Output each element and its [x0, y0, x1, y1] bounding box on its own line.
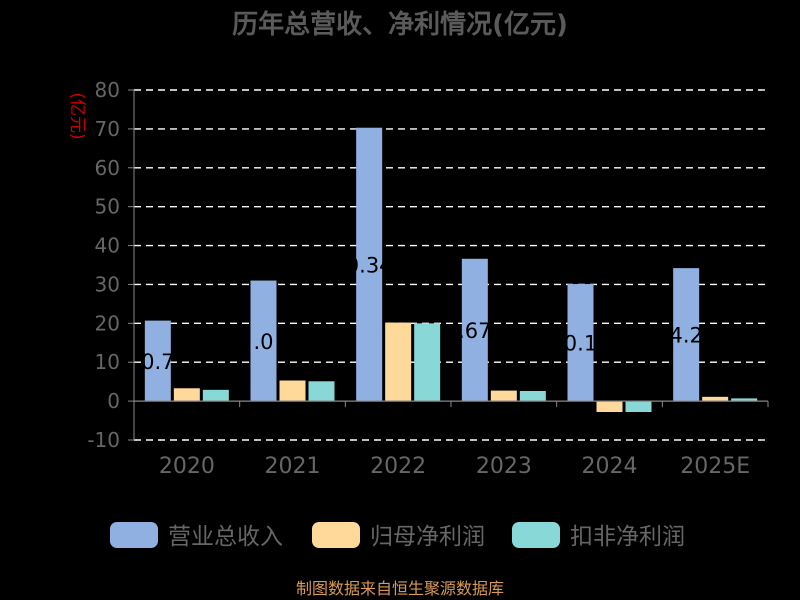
- bar-data-label: .0: [253, 330, 273, 354]
- x-tick-label: 2021: [265, 454, 321, 479]
- x-tick-label: 2022: [370, 454, 426, 479]
- x-tick-label: 2023: [476, 454, 532, 479]
- bar: [279, 380, 306, 402]
- source-note: 制图数据来自恒生聚源数据库: [296, 579, 504, 598]
- y-tick-label: 20: [95, 311, 120, 335]
- y-tick-label: 30: [95, 272, 120, 296]
- bar: [461, 258, 488, 402]
- x-axis: 2020 2021 2022 2023 2024 2025E: [133, 400, 769, 479]
- x-tick-label: 2024: [582, 454, 638, 479]
- bar: [202, 389, 229, 402]
- legend-label: 扣非净利润: [570, 524, 685, 550]
- bar-data-label: 0.34: [346, 253, 393, 277]
- bar: [356, 127, 383, 402]
- bar: [144, 320, 171, 402]
- y-tick-label: 50: [95, 195, 120, 219]
- bar-data-label: 0.7: [141, 350, 174, 374]
- legend-swatch: [512, 522, 560, 548]
- bar-data-label: 0.1: [564, 332, 597, 356]
- y-tick-label: 10: [95, 350, 120, 374]
- bar: [414, 323, 441, 402]
- bar: [625, 401, 652, 412]
- legend-item[interactable]: 扣非净利润: [512, 522, 685, 550]
- bar: [250, 280, 277, 402]
- legend-swatch: [312, 522, 360, 548]
- bar: [308, 381, 335, 402]
- y-tick-label: 60: [95, 156, 120, 180]
- bar-data-label: .67: [458, 319, 491, 343]
- bar-data-label: 4.2: [669, 324, 702, 348]
- legend-label: 归母净利润: [370, 524, 485, 550]
- bar: [385, 322, 412, 402]
- legend-swatch: [110, 522, 158, 548]
- grid-lines: [134, 89, 768, 441]
- legend: 营业总收入 归母净利润 扣非净利润: [110, 522, 685, 550]
- x-tick-label: 2020: [159, 454, 215, 479]
- bar: [519, 391, 546, 402]
- y-tick-label: 0: [107, 389, 120, 413]
- bar: [567, 284, 594, 402]
- legend-label: 营业总收入: [168, 524, 283, 550]
- bar: [173, 388, 200, 402]
- y-tick-label: 40: [95, 234, 120, 258]
- y-tick-label: 70: [95, 117, 120, 141]
- bar-value-labels: 0.7 .0 0.34 .67 0.1 4.2: [141, 253, 703, 373]
- y-tick-label: -10: [87, 428, 120, 452]
- y-tick-label: 80: [95, 78, 120, 102]
- bar: [490, 390, 517, 402]
- bar: [702, 396, 729, 402]
- bar: [673, 268, 700, 402]
- bars: [144, 127, 758, 412]
- chart-title: 历年总营收、净利情况(亿元): [232, 9, 568, 40]
- x-tick-label: 2025E: [680, 454, 750, 479]
- y-axis: -10 0 10 20 30 40 50 60 70 80: [87, 78, 135, 452]
- legend-item[interactable]: 归母净利润: [312, 522, 485, 550]
- bar: [731, 398, 758, 402]
- legend-item[interactable]: 营业总收入: [110, 522, 283, 550]
- y-axis-label: (亿元): [67, 92, 87, 139]
- bar: [596, 401, 623, 412]
